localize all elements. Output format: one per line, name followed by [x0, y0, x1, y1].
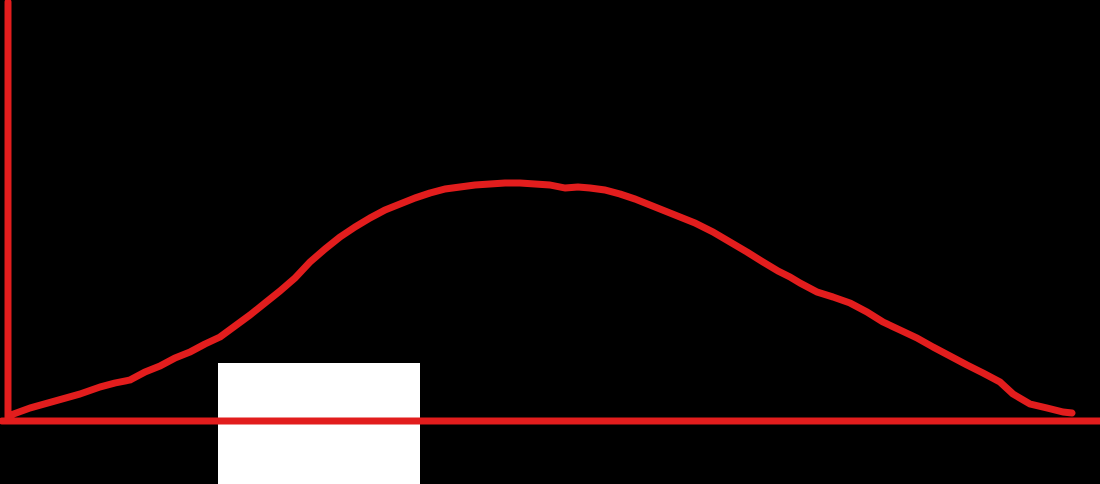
bell-curve [4, 179, 1076, 420]
